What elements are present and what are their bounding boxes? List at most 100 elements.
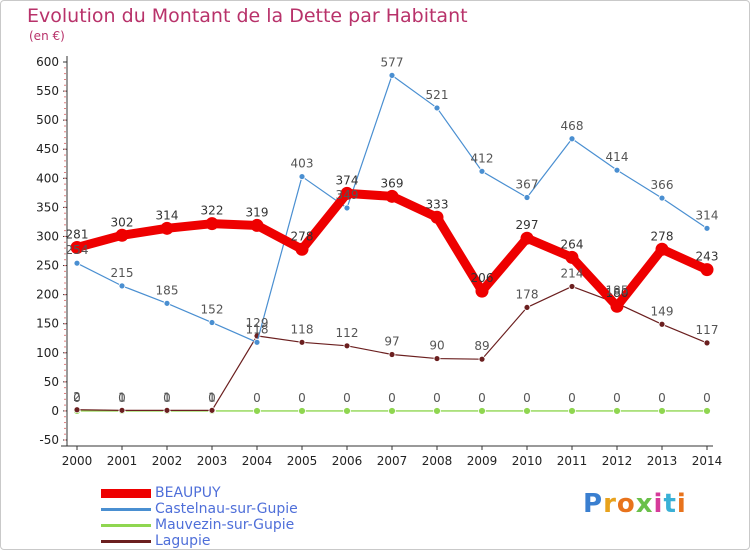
chart-title: Evolution du Montant de la Dette par Hab… <box>27 5 468 27</box>
data-label-castelnau: 254 <box>66 243 89 257</box>
y-tick-label: 400 <box>36 171 59 185</box>
x-tick-label: 2006 <box>332 454 363 468</box>
data-point-lagupie <box>478 355 486 363</box>
x-tick-label: 2005 <box>287 454 318 468</box>
data-label-castelnau: 185 <box>156 283 179 297</box>
legend-swatch-mauvezin <box>101 523 151 527</box>
data-label-beaupuy: 206 <box>471 271 494 285</box>
data-label-mauvezin: 0 <box>703 391 711 405</box>
data-point-castelnau <box>703 224 711 232</box>
data-point-beaupuy <box>385 189 399 203</box>
data-label-beaupuy: 278 <box>291 229 314 243</box>
data-label-mauvezin: 0 <box>388 391 396 405</box>
x-tick-label: 2004 <box>242 454 273 468</box>
legend-label-mauvezin: Mauvezin-sur-Gupie <box>155 517 295 533</box>
data-point-castelnau <box>73 259 81 267</box>
data-point-beaupuy <box>475 284 489 298</box>
x-tick-label: 2009 <box>467 454 498 468</box>
legend-item-lagupie[interactable]: Lagupie <box>101 533 298 549</box>
data-point-lagupie <box>163 406 171 414</box>
data-point-castelnau <box>298 173 306 180</box>
data-label-castelnau: 366 <box>651 178 674 192</box>
data-label-beaupuy: 369 <box>381 176 404 190</box>
data-point-castelnau <box>568 135 576 143</box>
data-label-castelnau: 577 <box>381 55 404 69</box>
data-label-mauvezin: 0 <box>613 391 621 405</box>
data-point-mauvezin <box>298 407 306 415</box>
data-point-beaupuy <box>610 299 624 313</box>
data-label-lagupie: 117 <box>696 323 719 337</box>
data-label-mauvezin: 0 <box>343 391 351 405</box>
data-point-lagupie <box>433 355 441 362</box>
data-point-beaupuy <box>70 241 84 255</box>
data-label-mauvezin: 0 <box>118 391 126 405</box>
y-tick-label: 50 <box>44 375 59 389</box>
data-label-lagupie: 118 <box>291 322 314 336</box>
x-tick-label: 2000 <box>62 454 93 468</box>
data-label-mauvezin: 0 <box>568 391 576 405</box>
data-point-beaupuy <box>700 263 714 277</box>
data-point-castelnau <box>523 194 531 201</box>
legend-item-castelnau[interactable]: Castelnau-sur-Gupie <box>101 501 298 517</box>
y-tick-label: -50 <box>39 433 59 447</box>
data-label-castelnau: 118 <box>246 322 269 336</box>
y-tick-label: 100 <box>36 346 59 360</box>
data-label-mauvezin: 0 <box>298 391 306 405</box>
legend-item-beaupuy[interactable]: BEAUPUY <box>101 485 298 501</box>
data-label-beaupuy: 374 <box>336 173 359 187</box>
y-tick-label: 500 <box>36 113 59 127</box>
data-point-mauvezin <box>478 407 486 415</box>
legend-swatch-castelnau <box>101 507 151 511</box>
data-point-beaupuy <box>115 228 129 242</box>
data-label-lagupie: 1 <box>208 390 216 404</box>
y-tick-label: 600 <box>36 55 59 69</box>
x-tick-label: 2014 <box>692 454 723 468</box>
x-tick-label: 2003 <box>197 454 228 468</box>
data-label-castelnau: 412 <box>471 151 494 165</box>
data-label-lagupie: 149 <box>651 304 674 318</box>
data-point-lagupie <box>208 406 216 414</box>
data-point-mauvezin <box>703 407 711 415</box>
data-point-lagupie <box>703 339 711 347</box>
data-label-castelnau: 468 <box>561 119 584 133</box>
y-tick-label: 250 <box>36 259 59 273</box>
x-tick-label: 2012 <box>602 454 633 468</box>
data-label-mauvezin: 0 <box>523 391 531 405</box>
data-point-beaupuy <box>205 217 219 231</box>
data-label-mauvezin: 0 <box>208 391 216 405</box>
x-tick-label: 2013 <box>647 454 678 468</box>
data-label-lagupie: 112 <box>336 326 359 340</box>
data-point-lagupie <box>73 406 81 414</box>
legend-swatch-lagupie <box>101 539 151 543</box>
data-label-lagupie: 185 <box>606 283 629 297</box>
legend-item-mauvezin[interactable]: Mauvezin-sur-Gupie <box>101 517 298 533</box>
data-label-beaupuy: 314 <box>156 208 179 222</box>
data-label-lagupie: 89 <box>474 339 489 353</box>
data-point-mauvezin <box>388 407 396 415</box>
data-point-beaupuy <box>250 218 264 232</box>
data-label-castelnau: 349 <box>336 188 359 202</box>
data-label-lagupie: 1 <box>118 390 126 404</box>
data-point-castelnau <box>388 71 396 79</box>
x-tick-label: 2001 <box>107 454 138 468</box>
data-label-beaupuy: 322 <box>201 204 224 218</box>
data-point-lagupie <box>298 338 306 346</box>
data-point-lagupie <box>388 351 396 358</box>
data-point-lagupie <box>658 320 666 328</box>
data-point-castelnau <box>433 104 441 112</box>
data-label-beaupuy: 297 <box>516 218 539 232</box>
data-point-beaupuy <box>160 221 174 235</box>
data-point-castelnau <box>658 194 666 202</box>
data-point-castelnau <box>253 338 261 346</box>
data-label-lagupie: 214 <box>561 266 584 280</box>
y-tick-label: 450 <box>36 142 59 156</box>
data-point-lagupie <box>118 406 126 414</box>
data-label-castelnau: 403 <box>291 157 314 171</box>
y-tick-label: 150 <box>36 317 59 331</box>
data-label-lagupie: 1 <box>163 390 171 404</box>
x-tick-label: 2002 <box>152 454 183 468</box>
data-point-mauvezin <box>433 407 441 415</box>
data-label-beaupuy: 302 <box>111 215 134 229</box>
